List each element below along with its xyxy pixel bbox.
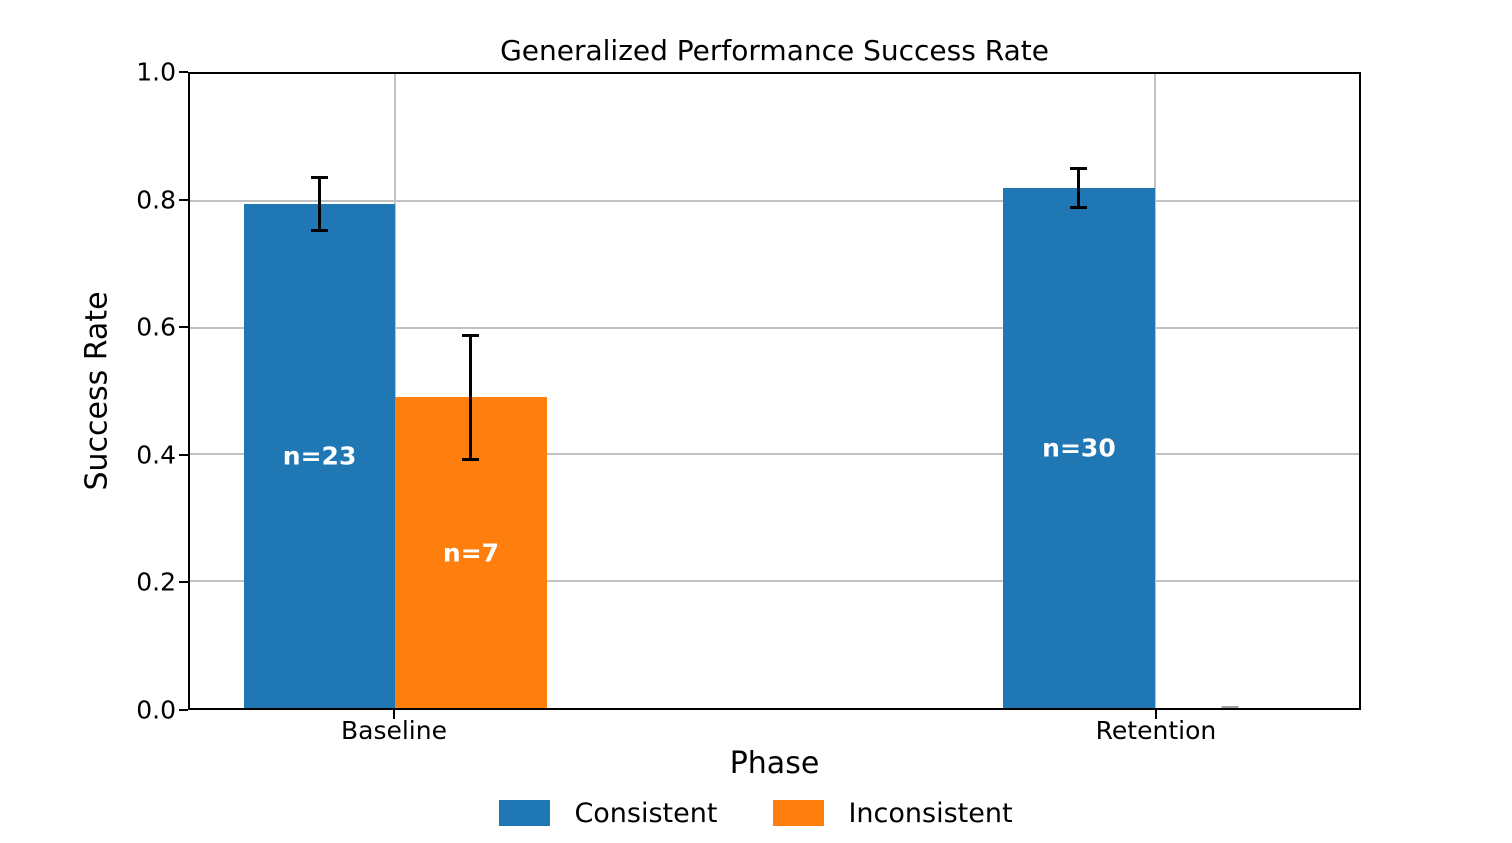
y-tick-mark — [179, 71, 188, 73]
h-gridline — [190, 326, 1359, 329]
bar-count-label: n=30 — [1042, 433, 1116, 463]
bar-count-label: n=23 — [282, 441, 357, 471]
x-tick-label: Retention — [1095, 716, 1217, 745]
y-tick-label: 0.4 — [136, 440, 176, 470]
y-tick-mark — [179, 709, 188, 711]
x-tick-label: Baseline — [340, 716, 447, 745]
x-tick-mark — [1154, 710, 1157, 719]
error-bar-cap-top — [462, 333, 480, 337]
v-gridline — [1153, 74, 1156, 708]
v-gridline — [394, 74, 397, 708]
y-tick-mark — [179, 198, 188, 201]
y-tick-label: 0.6 — [136, 312, 176, 342]
zero-error-cap — [1221, 706, 1239, 708]
h-gridline — [190, 580, 1359, 583]
y-tick-label: 0.8 — [136, 185, 176, 215]
error-bar-cap-top — [311, 176, 329, 180]
x-tick-mark — [392, 710, 395, 719]
h-gridline — [190, 199, 1359, 202]
legend: Consistent Inconsistent — [0, 795, 1512, 831]
y-tick-label: 1.0 — [136, 57, 176, 87]
y-tick-mark — [179, 453, 188, 456]
chart-title: Generalized Performance Success Rate — [500, 34, 1049, 67]
error-bar-line — [469, 333, 473, 461]
legend-item: Consistent — [499, 800, 717, 827]
plot-area: n=23 n=30 n=7 — [188, 72, 1361, 710]
y-tick-mark — [179, 326, 188, 329]
error-bar-cap-bottom — [1070, 206, 1088, 210]
h-gridline — [190, 453, 1359, 456]
y-tick-mark — [179, 581, 188, 584]
error-bar-cap-bottom — [462, 457, 480, 461]
error-bar-cap-bottom — [311, 228, 329, 232]
legend-label: Inconsistent — [848, 797, 1013, 829]
error-bar-line — [318, 176, 322, 232]
bar-baseline-consistent — [243, 203, 396, 708]
legend-swatch-consistent — [499, 800, 551, 826]
error-bar-cap-top — [1070, 167, 1088, 171]
legend-swatch-inconsistent — [773, 800, 825, 826]
legend-item: Inconsistent — [773, 797, 1013, 829]
bar-retention-consistent — [1003, 188, 1155, 708]
y-tick-label: 0.2 — [136, 567, 176, 597]
legend-label: Consistent — [574, 797, 718, 829]
y-tick-label: 0.0 — [136, 695, 176, 725]
x-axis-label: Phase — [729, 746, 820, 781]
bar-count-label: n=7 — [442, 538, 500, 568]
error-bar-line — [1077, 167, 1081, 210]
